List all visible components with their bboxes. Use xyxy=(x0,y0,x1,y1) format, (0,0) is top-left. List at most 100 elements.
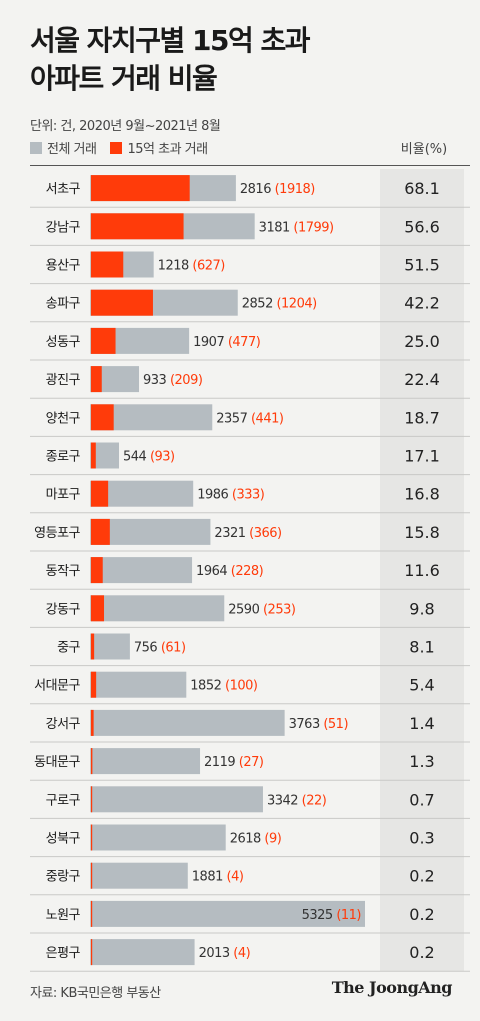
value-over: (4) xyxy=(227,870,244,885)
bar-over xyxy=(91,557,103,584)
ratio-value: 11.6 xyxy=(404,561,440,580)
ratio-value: 51.5 xyxy=(404,256,440,275)
value-total: 2618 xyxy=(230,832,265,847)
value-total: 2816 xyxy=(240,182,275,197)
value-label: 1852 (100) xyxy=(190,679,257,694)
category-label: 서초구 xyxy=(46,182,81,197)
category-label: 종로구 xyxy=(46,450,81,465)
bar-over xyxy=(91,213,184,240)
category-label: 중구 xyxy=(57,641,80,656)
ratio-value: 56.6 xyxy=(404,217,440,236)
ratio-value: 42.2 xyxy=(404,294,440,313)
value-label: 5325 (11) xyxy=(302,908,361,923)
value-over: (51) xyxy=(323,717,348,732)
value-total: 3763 xyxy=(289,717,324,732)
value-total: 2590 xyxy=(228,602,263,617)
bar-over xyxy=(91,709,94,736)
bar-over xyxy=(91,939,93,966)
category-label: 강남구 xyxy=(46,220,81,235)
source-note: 자료: KB국민은행 부동산 xyxy=(30,986,161,1001)
ratio-value: 5.4 xyxy=(409,676,434,695)
category-label: 은평구 xyxy=(46,946,81,961)
bar-over xyxy=(91,824,93,851)
bar-over xyxy=(91,671,97,698)
ratio-value: 18.7 xyxy=(404,408,440,427)
value-total: 1907 xyxy=(193,335,228,350)
ratio-value: 15.8 xyxy=(404,523,440,542)
legend-total-swatch xyxy=(30,141,42,154)
value-total: 1986 xyxy=(197,488,232,503)
value-total: 2013 xyxy=(199,946,234,961)
category-label: 성동구 xyxy=(46,335,81,350)
legend-total-label: 전체 거래 xyxy=(47,142,97,157)
category-label: 양천구 xyxy=(46,411,81,426)
value-total: 2852 xyxy=(242,297,277,312)
value-over: (333) xyxy=(232,488,264,503)
bar-total xyxy=(91,900,365,927)
value-total: 756 xyxy=(134,641,161,656)
bar-over xyxy=(91,786,93,813)
value-total: 3342 xyxy=(267,793,302,808)
category-label: 영등포구 xyxy=(34,526,80,541)
value-over: (11) xyxy=(336,908,361,923)
value-over: (441) xyxy=(251,411,283,426)
value-label: 3763 (51) xyxy=(289,717,348,732)
value-total: 1964 xyxy=(196,564,231,579)
legend-over-label: 15억 초과 거래 xyxy=(127,142,208,157)
ratio-value: 0.3 xyxy=(409,829,434,848)
category-label: 구로구 xyxy=(46,793,81,808)
ratio-value: 68.1 xyxy=(404,179,440,198)
ratio-value: 1.3 xyxy=(409,752,434,771)
value-total: 2357 xyxy=(216,411,251,426)
value-over: (1204) xyxy=(276,297,316,312)
value-total: 933 xyxy=(143,373,170,388)
value-over: (1918) xyxy=(275,182,315,197)
bar-total xyxy=(91,709,285,736)
publisher-logo: The JoongAng xyxy=(331,978,453,997)
bar-total xyxy=(91,748,201,775)
value-total: 1881 xyxy=(192,870,227,885)
bar-total xyxy=(91,939,195,966)
ratio-column-header: 비율(%) xyxy=(400,142,448,157)
value-over: (61) xyxy=(161,641,186,656)
value-label: 3342 (22) xyxy=(267,793,326,808)
ratio-value: 9.8 xyxy=(409,599,434,618)
value-label: 1218 (627) xyxy=(158,259,225,274)
legend-over-swatch xyxy=(110,141,123,154)
value-over: (93) xyxy=(150,450,175,465)
value-over: (22) xyxy=(302,793,327,808)
value-total: 1218 xyxy=(158,259,193,274)
value-total: 5325 xyxy=(302,908,337,923)
value-label: 2119 (27) xyxy=(204,755,263,770)
ratio-value: 0.2 xyxy=(409,867,434,886)
bar-total xyxy=(91,862,188,889)
value-label: 3181 (1799) xyxy=(259,220,334,235)
category-label: 동대문구 xyxy=(34,755,80,770)
ratio-value: 16.8 xyxy=(404,485,440,504)
bar-over xyxy=(91,633,95,660)
bar-over xyxy=(91,404,114,431)
bar-over xyxy=(91,327,116,354)
bar-over xyxy=(91,366,102,393)
bar-total xyxy=(91,595,225,622)
chart-title-line1: 서울 자치구별 15억 초과 xyxy=(30,24,311,57)
category-label: 강동구 xyxy=(46,602,81,617)
value-total: 544 xyxy=(123,450,150,465)
category-label: 용산구 xyxy=(46,259,81,274)
top-rule xyxy=(30,165,470,166)
ratio-value: 25.0 xyxy=(404,332,440,351)
bar-total xyxy=(91,671,187,698)
ratio-value: 0.2 xyxy=(409,905,434,924)
bar-total xyxy=(91,786,263,813)
bar-total xyxy=(91,518,211,545)
value-total: 3181 xyxy=(259,220,294,235)
bar-over xyxy=(91,862,93,889)
category-label: 성북구 xyxy=(46,832,81,847)
bar-over xyxy=(91,480,109,507)
ratio-value: 1.4 xyxy=(409,714,434,733)
ratio-value: 0.2 xyxy=(409,943,434,962)
bar-over xyxy=(91,175,190,202)
value-label: 1964 (228) xyxy=(196,564,263,579)
value-label: 2590 (253) xyxy=(228,602,295,617)
value-over: (100) xyxy=(225,679,257,694)
